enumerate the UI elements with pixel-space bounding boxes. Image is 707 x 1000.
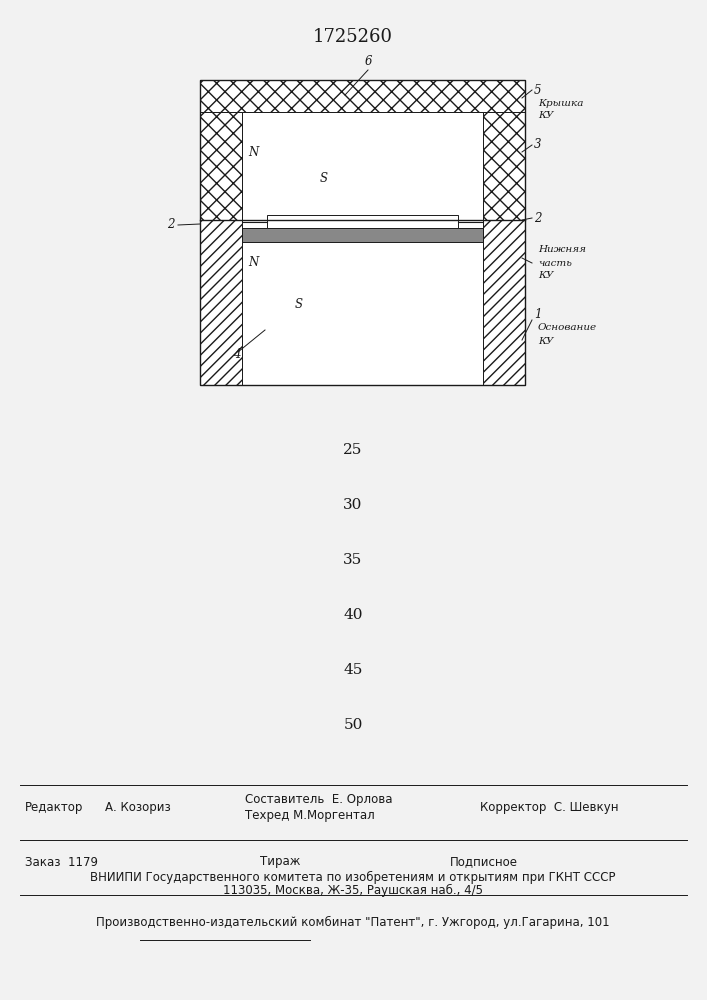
Text: Подписное: Подписное xyxy=(450,856,518,868)
Bar xyxy=(242,112,483,220)
Text: 4: 4 xyxy=(233,349,240,361)
Bar xyxy=(200,80,525,385)
Text: 113035, Москва, Ж-35, Раушская наб., 4/5: 113035, Москва, Ж-35, Раушская наб., 4/5 xyxy=(223,883,483,897)
Text: S: S xyxy=(295,298,303,312)
Text: А. Козориз: А. Козориз xyxy=(105,800,171,814)
Text: Составитель  Е. Орлова: Составитель Е. Орлова xyxy=(245,794,392,806)
Text: 50: 50 xyxy=(344,718,363,732)
Bar xyxy=(200,220,242,385)
Text: 1: 1 xyxy=(534,308,542,322)
Text: Производственно-издательский комбинат "Патент", г. Ужгород, ул.Гагарина, 101: Производственно-издательский комбинат "П… xyxy=(96,915,610,929)
Text: 6: 6 xyxy=(365,55,373,68)
Text: 25: 25 xyxy=(344,443,363,457)
Text: Техред М.Моргентал: Техред М.Моргентал xyxy=(245,810,375,822)
Text: S: S xyxy=(320,172,328,184)
Text: 40: 40 xyxy=(344,608,363,622)
Text: Крышка: Крышка xyxy=(538,99,583,107)
Bar xyxy=(483,112,525,220)
Bar xyxy=(242,220,483,385)
Text: 1725260: 1725260 xyxy=(313,28,393,46)
Text: КУ: КУ xyxy=(538,336,554,346)
Text: 2: 2 xyxy=(534,212,542,225)
Text: КУ: КУ xyxy=(538,111,554,120)
Text: Редактор: Редактор xyxy=(25,800,83,814)
Text: 45: 45 xyxy=(344,663,363,677)
Text: Заказ  1179: Заказ 1179 xyxy=(25,856,98,868)
Text: 30: 30 xyxy=(344,498,363,512)
Text: 2: 2 xyxy=(168,219,175,232)
Text: 5: 5 xyxy=(534,84,542,97)
Text: Корректор  С. Шевкун: Корректор С. Шевкун xyxy=(480,800,619,814)
Text: N: N xyxy=(248,255,258,268)
Text: ВНИИПИ Государственного комитета по изобретениям и открытиям при ГКНТ СССР: ВНИИПИ Государственного комитета по изоб… xyxy=(90,870,616,884)
Text: КУ: КУ xyxy=(538,271,554,280)
Text: 3: 3 xyxy=(534,138,542,151)
Text: Тираж: Тираж xyxy=(260,856,300,868)
Text: часть: часть xyxy=(538,258,572,267)
Text: N: N xyxy=(248,145,258,158)
Bar xyxy=(200,112,242,220)
Text: Основание: Основание xyxy=(538,324,597,332)
Text: Нижняя: Нижняя xyxy=(538,245,586,254)
Text: 35: 35 xyxy=(344,553,363,567)
Bar xyxy=(200,80,525,112)
Bar xyxy=(483,220,525,385)
Bar xyxy=(242,228,483,242)
Bar xyxy=(267,215,458,228)
